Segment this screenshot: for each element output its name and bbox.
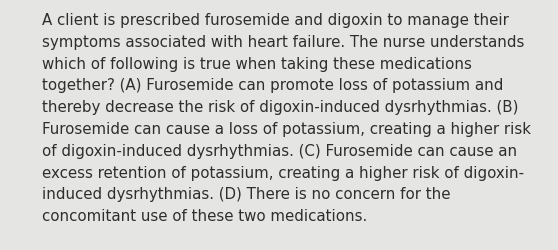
Text: induced dysrhythmias. (D) There is no concern for the: induced dysrhythmias. (D) There is no co… <box>42 187 450 202</box>
Text: thereby decrease the risk of digoxin-induced dysrhythmias. (B): thereby decrease the risk of digoxin-ind… <box>42 100 518 115</box>
Text: which of following is true when taking these medications: which of following is true when taking t… <box>42 56 472 71</box>
Text: concomitant use of these two medications.: concomitant use of these two medications… <box>42 208 367 223</box>
Text: excess retention of potassium, creating a higher risk of digoxin-: excess retention of potassium, creating … <box>42 165 524 180</box>
Text: A client is prescribed furosemide and digoxin to manage their: A client is prescribed furosemide and di… <box>42 13 509 28</box>
Text: together? (A) Furosemide can promote loss of potassium and: together? (A) Furosemide can promote los… <box>42 78 503 93</box>
Text: Furosemide can cause a loss of potassium, creating a higher risk: Furosemide can cause a loss of potassium… <box>42 122 531 136</box>
Text: symptoms associated with heart failure. The nurse understands: symptoms associated with heart failure. … <box>42 35 525 50</box>
Text: of digoxin-induced dysrhythmias. (C) Furosemide can cause an: of digoxin-induced dysrhythmias. (C) Fur… <box>42 143 517 158</box>
